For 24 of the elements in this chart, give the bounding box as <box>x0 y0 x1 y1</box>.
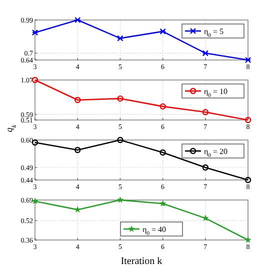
point <box>74 16 81 24</box>
point <box>74 206 81 212</box>
point <box>202 109 208 116</box>
legend-label: η$_{0}$ = 5 <box>204 27 224 39</box>
point <box>202 164 208 171</box>
point <box>117 35 124 42</box>
point <box>244 236 252 243</box>
point <box>202 214 209 221</box>
point <box>74 96 81 104</box>
point <box>160 103 166 110</box>
point <box>74 146 81 154</box>
point <box>117 196 124 203</box>
point <box>202 50 208 56</box>
point <box>244 116 252 124</box>
point <box>160 149 166 156</box>
legend-label: η$_{0}$ = 40 <box>142 225 166 237</box>
point <box>160 28 166 35</box>
point <box>117 95 124 102</box>
legend-label: η$_{0}$ = 10 <box>204 87 228 99</box>
point <box>160 200 166 206</box>
point <box>117 136 124 144</box>
x-axis-title: Iteration k <box>120 256 162 267</box>
point <box>244 176 252 184</box>
legend-label: η$_{0}$ = 20 <box>204 147 228 159</box>
